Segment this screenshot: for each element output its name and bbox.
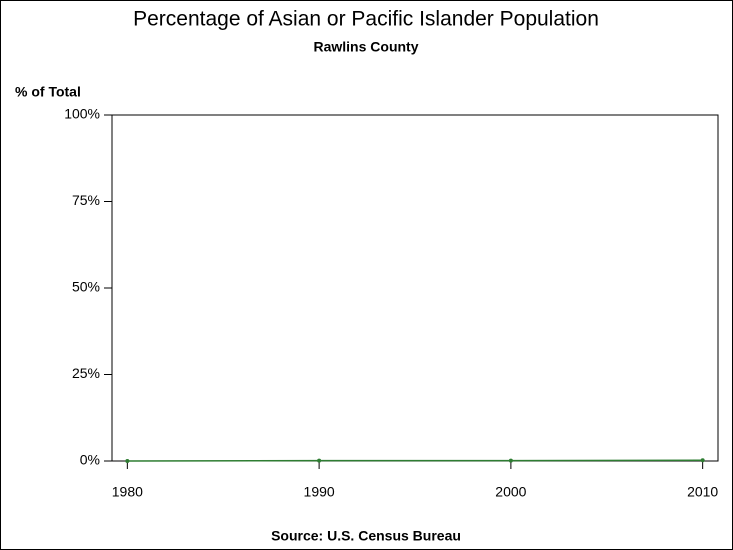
data-point <box>125 459 130 463</box>
y-tick-label: 100% <box>64 106 100 122</box>
data-point <box>317 458 322 463</box>
y-tick-label: 75% <box>72 192 100 208</box>
chart-title: Percentage of Asian or Pacific Islander … <box>133 8 599 31</box>
y-axis-label: % of Total <box>15 84 81 100</box>
x-tick-label: 1990 <box>304 484 335 500</box>
x-tick-label: 1980 <box>112 484 143 500</box>
data-line <box>127 459 703 462</box>
y-tick-label: 50% <box>72 279 100 295</box>
chart-subtitle: Rawlins County <box>313 39 418 55</box>
x-tick-label: 2000 <box>495 484 526 500</box>
x-tick-label: 2010 <box>687 484 718 500</box>
y-tick-label: 25% <box>72 365 100 381</box>
data-point <box>700 458 705 463</box>
source-note: Source: U.S. Census Bureau <box>271 528 461 544</box>
data-point <box>508 458 513 463</box>
y-tick-label: 0% <box>80 452 100 468</box>
